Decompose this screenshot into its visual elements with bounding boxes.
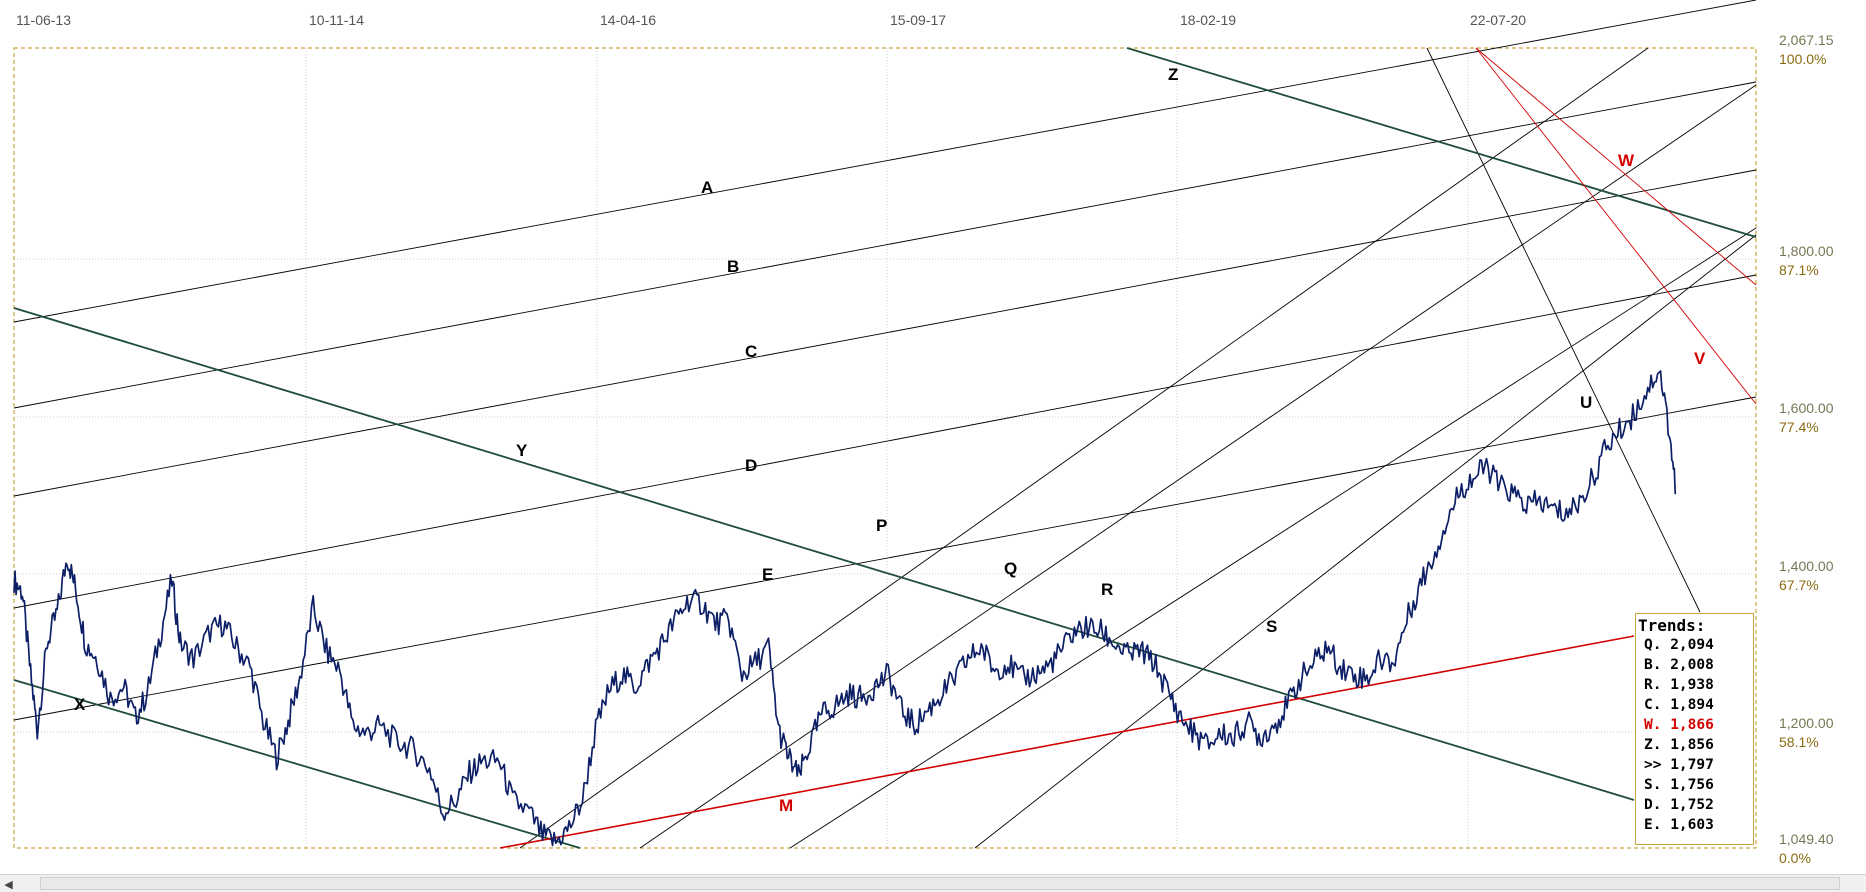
trends-title: Trends: [1638, 616, 1706, 635]
label-d: D [745, 456, 757, 475]
chevron-left-icon[interactable]: ◀ [4, 878, 13, 891]
label-q: Q [1004, 559, 1017, 578]
trend-line-v [1475, 47, 1757, 405]
price-label: 1,200.00 [1779, 715, 1834, 731]
trend-value: 2,094 [1670, 637, 1714, 653]
line-labels: A B C D E P Q R S U V W X Y Z M [74, 65, 1706, 815]
label-u: U [1580, 393, 1592, 412]
date-label: 18-02-19 [1180, 12, 1236, 28]
horizontal-scrollbar[interactable]: ◀ [0, 874, 1866, 892]
trends-legend: Trends: Q. 2,094 B. 2,008 R. 1,938 C. 1,894… [1635, 613, 1754, 845]
label-a: A [701, 178, 713, 197]
date-label: 10-11-14 [309, 12, 364, 28]
pct-label: 100.0% [1779, 51, 1826, 67]
label-y: Y [516, 441, 528, 460]
trend-lines [13, 0, 1757, 849]
label-b: B [727, 257, 739, 276]
price-axis: 2,067.15 100.0% 1,800.00 87.1% 1,600.00 … [1779, 32, 1834, 866]
label-z: Z [1168, 65, 1178, 84]
trend-line-r [789, 227, 1757, 849]
label-e: E [762, 565, 773, 584]
trend-value: 1,866 [1670, 717, 1714, 733]
trend-row: Z. 1,856 [1636, 735, 1753, 755]
trend-name: C. [1644, 697, 1662, 713]
trend-value: 1,797 [1670, 757, 1714, 773]
price-label: 1,600.00 [1779, 400, 1834, 416]
price-series-line [13, 370, 1677, 847]
trend-name: D. [1644, 797, 1662, 813]
price-label: 1,049.40 [1779, 831, 1834, 847]
trend-value: 1,756 [1670, 777, 1714, 793]
trend-line-w [1475, 47, 1757, 286]
pct-label: 67.7% [1779, 577, 1819, 593]
label-v: V [1694, 349, 1706, 368]
trend-name: >> [1644, 757, 1662, 773]
label-r: R [1101, 580, 1113, 599]
trend-row: D. 1,752 [1636, 795, 1753, 815]
pct-label: 0.0% [1779, 850, 1811, 866]
trend-row: B. 2,008 [1636, 655, 1753, 675]
trend-name: W. [1644, 717, 1662, 733]
trend-row: E. 1,603 [1636, 815, 1753, 835]
trend-value: 2,008 [1670, 657, 1714, 673]
trend-lines-red [499, 47, 1757, 849]
trend-row: S. 1,756 [1636, 775, 1753, 795]
trend-row: C. 1,894 [1636, 695, 1753, 715]
trend-value: 1,894 [1670, 697, 1714, 713]
trend-line-a [13, 0, 1757, 323]
trend-value: 1,938 [1670, 677, 1714, 693]
label-p: P [876, 516, 887, 535]
date-label: 14-04-16 [600, 12, 656, 28]
trend-name: E. [1644, 817, 1662, 833]
scrollbar-thumb[interactable] [40, 877, 1840, 890]
trend-line-c [13, 169, 1757, 497]
price-chart[interactable]: A B C D E P Q R S U V W X Y Z M 11-06-13… [0, 0, 1866, 874]
label-x: X [74, 695, 86, 714]
pct-label: 77.4% [1779, 419, 1819, 435]
trend-name: S. [1644, 777, 1662, 793]
trend-line-m [499, 635, 1635, 849]
label-c: C [745, 342, 757, 361]
pct-label: 87.1% [1779, 262, 1819, 278]
date-axis: 11-06-13 10-11-14 14-04-16 15-09-17 18-0… [16, 12, 1526, 28]
price-label: 1,400.00 [1779, 558, 1834, 574]
price-label: 2,067.15 [1779, 32, 1834, 48]
horizontal-grid [14, 258, 1756, 733]
label-s: S [1266, 617, 1277, 636]
trend-row: W. 1,866 [1636, 715, 1753, 735]
trend-line-s [974, 234, 1757, 849]
trend-row: >> 1,797 [1636, 755, 1753, 775]
trend-line-x [13, 679, 581, 849]
vertical-grid [305, 48, 1469, 848]
trends-rows: Q. 2,094 B. 2,008 R. 1,938 C. 1,894 W. 1,866… [1636, 635, 1753, 835]
label-m: M [779, 796, 793, 815]
trend-line-u [1426, 47, 1701, 613]
trend-value: 1,856 [1670, 737, 1714, 753]
trend-name: Q. [1644, 637, 1662, 653]
trend-line-e [13, 396, 1757, 721]
trend-value: 1,752 [1670, 797, 1714, 813]
pct-label: 58.1% [1779, 734, 1819, 750]
trend-line-p [519, 47, 1649, 849]
trend-name: B. [1644, 657, 1662, 673]
trend-row: R. 1,938 [1636, 675, 1753, 695]
trend-line-q [639, 84, 1757, 849]
trend-line-d [13, 274, 1757, 609]
date-label: 22-07-20 [1470, 12, 1526, 28]
trend-value: 1,603 [1670, 817, 1714, 833]
trend-line-b [13, 81, 1757, 409]
label-w: W [1618, 151, 1635, 170]
price-label: 1,800.00 [1779, 243, 1834, 259]
trend-name: R. [1644, 677, 1662, 693]
date-label: 11-06-13 [16, 12, 71, 28]
trend-name: Z. [1644, 737, 1662, 753]
trend-line-z [1126, 47, 1757, 238]
trend-lines-green [13, 47, 1757, 849]
date-label: 15-09-17 [890, 12, 946, 28]
trend-line-y [13, 307, 1635, 801]
plot-frame [13, 47, 1757, 849]
trend-row: Q. 2,094 [1636, 635, 1753, 655]
